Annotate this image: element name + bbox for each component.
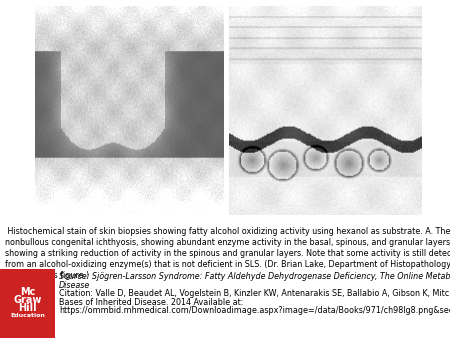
Text: Citation: Valle D, Beaudet AL, Vogelstein B, Kinzler KW, Antenarakis SE, Ballabi: Citation: Valle D, Beaudet AL, Vogelstei… [59, 289, 450, 298]
Text: B: B [241, 198, 252, 213]
Text: Graw: Graw [13, 294, 42, 305]
Text: https://ommbid.mhmedical.com/Downloadimage.aspx?image=/data/Books/971/ch98lg8.pn: https://ommbid.mhmedical.com/Downloadima… [59, 306, 450, 315]
Text: Education: Education [10, 313, 45, 318]
Text: Source: Sjögren-Larsson Syndrome: Fatty Aldehyde Dehydrogenase Deficiency, The O: Source: Sjögren-Larsson Syndrome: Fatty … [59, 272, 450, 281]
Text: Disease: Disease [59, 281, 90, 290]
Bar [0, 269, 55, 338]
Text: Mc: Mc [20, 287, 35, 296]
Text: A: A [47, 198, 59, 213]
Text: Histochemical stain of skin biopsies showing fatty alcohol oxidizing activity us: Histochemical stain of skin biopsies sho… [5, 227, 450, 280]
Text: Bases of Inherited Disease. 2014 Available at:: Bases of Inherited Disease. 2014 Availab… [59, 298, 243, 307]
Text: Hill: Hill [18, 303, 37, 313]
